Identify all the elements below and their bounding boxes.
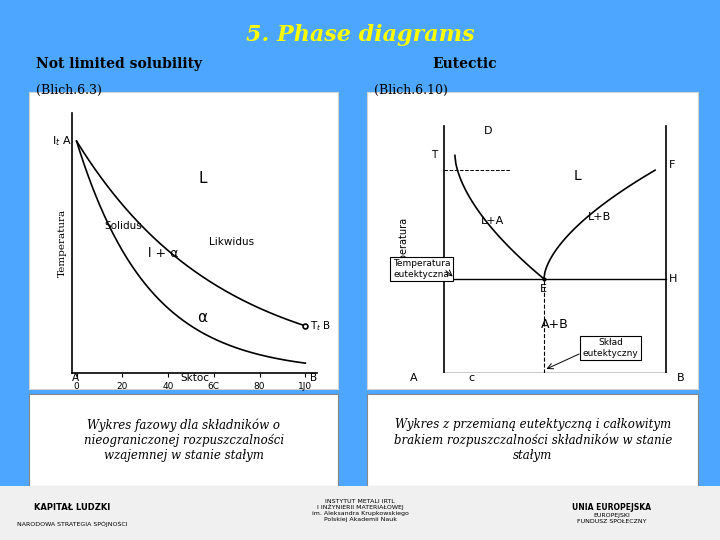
Text: (Blich.6.3): (Blich.6.3) xyxy=(36,84,102,97)
Text: Wykres fazowy dla składników o
nieograniczonej rozpuszczalności
wzajemnej w stan: Wykres fazowy dla składników o nieograni… xyxy=(84,418,284,462)
Text: α: α xyxy=(197,309,207,325)
Text: L+A: L+A xyxy=(481,217,504,226)
Text: Solidus: Solidus xyxy=(104,221,142,231)
Text: L: L xyxy=(573,169,581,183)
Y-axis label: Temperatura: Temperatura xyxy=(58,209,66,277)
Text: c: c xyxy=(469,373,474,383)
Text: A: A xyxy=(410,373,418,383)
Text: (Blich.6.10): (Blich.6.10) xyxy=(374,84,449,97)
Text: L: L xyxy=(198,171,207,186)
Text: Skład
eutektyczny: Skład eutektyczny xyxy=(582,338,639,357)
Text: UNIA EUROPEJSKA: UNIA EUROPEJSKA xyxy=(572,503,652,512)
Text: Wykres z przemianą eutektyczną i całkowitym
brakiem rozpuszczalności składników : Wykres z przemianą eutektyczną i całkowi… xyxy=(394,418,672,462)
Text: Eutectic: Eutectic xyxy=(432,57,497,71)
Text: Temperatura
eutektyczna: Temperatura eutektyczna xyxy=(393,259,450,279)
Text: I$_t$ A: I$_t$ A xyxy=(53,134,72,148)
Text: Sktoc: Sktoc xyxy=(180,373,209,383)
Text: 5. Phase diagrams: 5. Phase diagrams xyxy=(246,24,474,46)
Text: H: H xyxy=(668,274,677,284)
Text: E: E xyxy=(541,284,547,294)
Text: l + α: l + α xyxy=(148,247,179,260)
Text: A: A xyxy=(72,373,79,383)
Text: INSTYTUT METALI IRTL
I INŻYNIERII MATERIAŁOWEJ
im. Aleksandra Krupkowskiego
Pols: INSTYTUT METALI IRTL I INŻYNIERII MATERI… xyxy=(312,498,408,522)
Text: T: T xyxy=(431,150,437,160)
Text: EUROPEJSKI
FUNDUSZ SPOŁECZNY: EUROPEJSKI FUNDUSZ SPOŁECZNY xyxy=(577,513,647,524)
Text: A+B: A+B xyxy=(541,318,569,331)
Text: Likwidus: Likwidus xyxy=(210,237,254,247)
Text: Temperatura: Temperatura xyxy=(399,218,409,280)
Text: T$_t$ B: T$_t$ B xyxy=(310,319,331,333)
Text: D: D xyxy=(484,126,492,136)
Text: B: B xyxy=(677,373,684,383)
Text: B: B xyxy=(310,373,317,383)
Text: F: F xyxy=(668,160,675,170)
Text: KAPITAŁ LUDZKI: KAPITAŁ LUDZKI xyxy=(34,503,110,512)
Text: L+B: L+B xyxy=(588,212,611,221)
Text: G: G xyxy=(428,274,437,284)
Text: NARODOWA STRATEGIA SPÓJNOŚCI: NARODOWA STRATEGIA SPÓJNOŚCI xyxy=(17,521,127,527)
Text: Not limited solubility: Not limited solubility xyxy=(36,57,202,71)
